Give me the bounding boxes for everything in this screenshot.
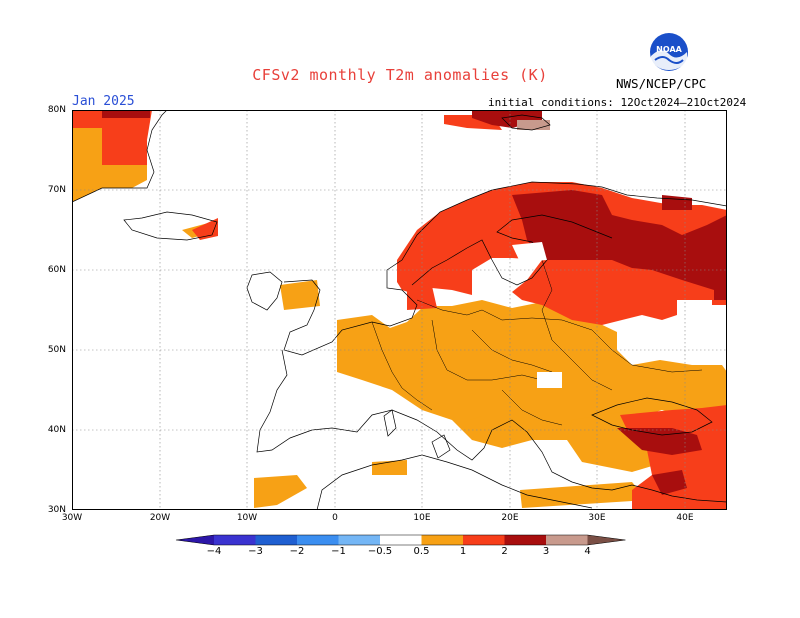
- lon-label-20e: 20E: [501, 513, 519, 523]
- colorbar-swatch-8: [504, 535, 546, 545]
- anomaly-field-brown: [517, 120, 550, 130]
- lat-label-80n: 80N: [47, 105, 66, 115]
- colorbar-tick-label: −3: [248, 546, 263, 557]
- lon-label-20w: 20W: [149, 513, 171, 523]
- anomaly-field-orange: [72, 128, 727, 508]
- lat-label-70n: 70N: [47, 185, 66, 195]
- colorbar-swatch-4: [338, 535, 380, 545]
- lon-label-10w: 10W: [236, 513, 258, 523]
- lat-label-50n: 50N: [47, 345, 66, 355]
- colorbar-swatch-6: [421, 535, 463, 545]
- lon-label-10e: 10E: [413, 513, 431, 523]
- colorbar-tick-label: 0.5: [413, 546, 430, 557]
- lat-label-40n: 40N: [47, 425, 66, 435]
- colorbar-swatch-9: [546, 535, 588, 545]
- lon-label-30w: 30W: [61, 513, 83, 523]
- colorbar-swatch-2: [255, 535, 297, 545]
- anomaly-map: [72, 110, 727, 510]
- lon-label-40e: 40E: [676, 513, 694, 523]
- lon-label-30e: 30E: [588, 513, 606, 523]
- lat-label-30n: 30N: [47, 505, 66, 515]
- colorbar: [175, 534, 626, 546]
- country-borders: [371, 259, 703, 426]
- colorbar-swatch-0: [176, 535, 214, 545]
- colorbar-tick-label: −0.5: [367, 546, 393, 557]
- colorbar-tick-label: 2: [501, 546, 508, 557]
- lon-label-0: 0: [332, 513, 338, 523]
- anomaly-field-white: [512, 242, 562, 388]
- coastlines: [72, 110, 727, 510]
- noaa-logo: NOAA: [649, 32, 689, 72]
- colorbar-tick-label: −1: [331, 546, 346, 557]
- colorbar-tick-label: −4: [206, 546, 222, 557]
- initial-conditions-label: initial conditions: 12Oct2024–21Oct2024: [488, 96, 747, 109]
- colorbar-swatch-7: [463, 535, 505, 545]
- chart-title: CFSv2 monthly T2m anomalies (K): [252, 66, 548, 84]
- colorbar-tick-label: 1: [459, 546, 467, 557]
- colorbar-swatch-1: [214, 535, 256, 545]
- colorbar-swatch-10: [587, 535, 626, 545]
- agency-label: NWS/NCEP/CPC: [616, 76, 707, 91]
- grid-lines: [72, 110, 727, 510]
- colorbar-swatch-3: [297, 535, 339, 545]
- colorbar-tick-label: 3: [542, 546, 550, 557]
- logo-text: NOAA: [656, 45, 682, 54]
- month-label: Jan 2025: [72, 94, 135, 109]
- colorbar-tick-label: −2: [289, 546, 305, 557]
- lat-label-60n: 60N: [47, 265, 66, 275]
- colorbar-swatch-5: [380, 535, 422, 545]
- colorbar-tick-label: 4: [584, 546, 591, 557]
